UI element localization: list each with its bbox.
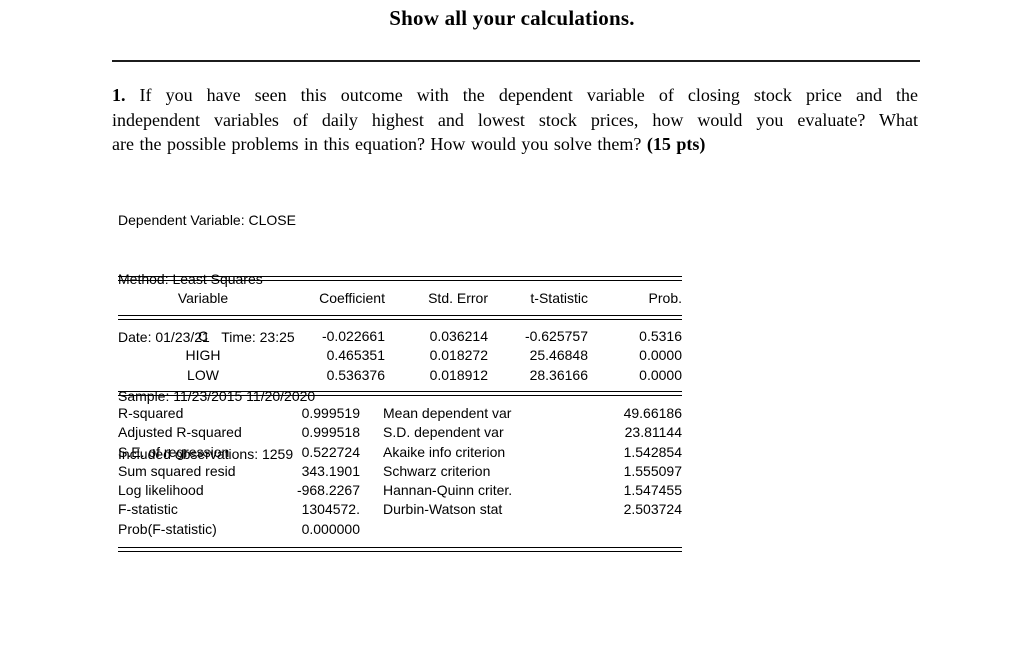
stat-value: 343.1901 [301,462,360,479]
stats-row: Prob(F-statistic) 0.000000 [118,520,682,539]
double-rule-top [118,276,682,281]
std-error-cell: 0.018912 [429,366,488,383]
date-time-line: Date: 01/23/21 Time: 23:25 [118,329,295,345]
stat-label: Durbin-Watson stat [383,501,503,518]
page-title: Show all your calculations. [389,6,635,30]
coefficient-rows: C -0.022661 0.036214 -0.625757 0.5316 HI… [118,327,683,385]
double-rule-bottom [118,547,682,552]
question-points: (15 pts) [646,134,706,154]
variable-cell: HIGH [185,347,221,364]
question-number: 1. [112,85,126,105]
coefficient-row: HIGH 0.465351 0.018272 25.46848 0.0000 [118,346,683,365]
stat-label: S.D. dependent var [383,424,504,441]
table-header-row: Variable Coefficient Std. Error t-Statis… [118,288,682,308]
stats-row: Log likelihood -968.2267 Hannan-Quinn cr… [118,481,682,500]
stats-row: S.E. of regression 0.522724 Akaike info … [118,443,682,462]
t-statistic-cell: 28.36166 [529,366,588,383]
stat-value: 1.555097 [623,462,682,479]
stat-value: 0.999519 [301,405,360,421]
method-line: Method: Least Squares [118,270,263,287]
stat-value [583,520,682,539]
stat-label: Log likelihood [118,482,204,499]
stat-value: 2.503724 [623,501,682,518]
column-header-t-statistic: t-Statistic [530,290,588,306]
stat-value: 1.542854 [623,443,682,460]
stat-label: Sum squared resid [118,462,236,479]
stat-label: Schwarz criterion [383,462,491,479]
summary-statistics-rows: R-squared 0.999519 Mean dependent var 49… [118,404,682,539]
prob-cell: 0.0000 [639,347,682,364]
stat-value: 23.81144 [624,424,682,441]
stat-label: S.E. of regression [118,443,230,460]
stat-label [383,520,583,539]
column-header-variable: Variable [177,290,229,306]
stat-value: 1304572. [301,501,360,518]
stat-label: Mean dependent var [383,405,512,421]
horizontal-divider [112,60,920,62]
question-text: are the possible problems in this equati… [112,134,642,154]
double-rule-mid [118,391,682,396]
coefficient-cell: 0.465351 [326,347,385,364]
prob-cell: 0.5316 [639,328,682,344]
dependent-variable-line: Dependent Variable: CLOSE [118,212,296,228]
stat-label: F-statistic [118,501,178,518]
coefficient-cell: 0.536376 [326,366,385,383]
stat-value: -968.2267 [296,482,360,499]
stat-value: 49.66186 [623,405,682,421]
stat-value: 0.999518 [301,424,360,441]
stat-value: 1.547455 [623,482,682,499]
stat-label: Hannan-Quinn criter. [383,482,513,499]
stats-row: Adjusted R-squared 0.999518 S.D. depende… [118,423,682,442]
regression-table: Variable Coefficient Std. Error t-Statis… [118,276,682,552]
variable-cell: LOW [187,366,219,383]
stats-row: R-squared 0.999519 Mean dependent var 49… [118,404,682,423]
question-line-1: 1. If you have seen this outcome with th… [112,83,918,108]
question-line-3: are the possible problems in this equati… [112,132,918,157]
std-error-cell: 0.018272 [429,347,488,364]
double-rule-under-header [118,315,682,320]
t-statistic-cell: -0.625757 [524,328,588,344]
stat-label: Prob(F-statistic) [118,520,217,537]
stat-value: 0.000000 [301,520,360,537]
question-paragraph: 1. If you have seen this outcome with th… [112,83,918,157]
coefficient-row: LOW 0.536376 0.018912 28.36166 0.0000 [118,366,682,385]
prob-cell: 0.0000 [639,366,682,383]
column-header-std-error: Std. Error [428,290,488,306]
variable-cell: C [197,328,209,344]
coefficient-row: C -0.022661 0.036214 -0.625757 0.5316 [118,327,682,346]
column-header-coefficient: Coefficient [319,290,385,306]
stat-label: Akaike info criterion [383,443,506,460]
question-line-2: independent variables of daily highest a… [112,109,918,130]
std-error-cell: 0.036214 [429,328,488,344]
stats-row: Sum squared resid 343.1901 Schwarz crite… [118,462,682,481]
t-statistic-cell: 25.46848 [529,347,588,364]
column-header-prob: Prob. [648,290,682,306]
stats-row: F-statistic 1304572. Durbin-Watson stat … [118,500,682,519]
observations-line: Included observations: 1259 [118,446,294,462]
coefficient-cell: -0.022661 [321,328,385,344]
stat-label: R-squared [118,405,184,421]
question-text: If you have seen this outcome with the d… [139,85,918,105]
stat-label: Adjusted R-squared [118,424,242,441]
stat-value: 0.522724 [301,443,360,460]
